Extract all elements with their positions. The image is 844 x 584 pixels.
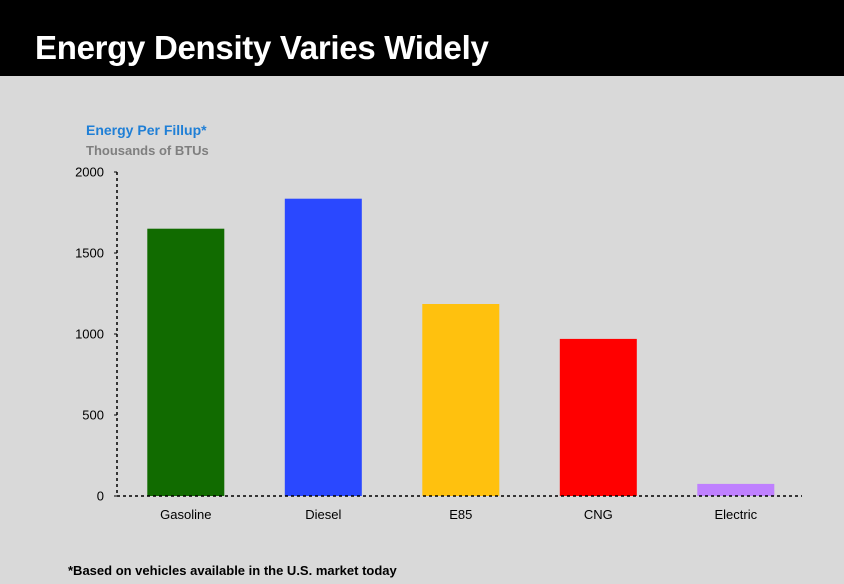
bar-e85 (422, 304, 500, 496)
bar-cng (559, 338, 637, 496)
bar-gasoline (147, 228, 225, 496)
bar-diesel (284, 198, 362, 496)
x-tick-label: Gasoline (160, 507, 211, 522)
title-bar: Energy Density Varies Widely (0, 0, 844, 76)
chart-subtitle: Thousands of BTUs (86, 143, 209, 158)
chart-title: Energy Per Fillup* (86, 122, 207, 138)
x-tick-label: Diesel (305, 507, 341, 522)
bar-electric (697, 483, 775, 496)
footnote: *Based on vehicles available in the U.S.… (68, 563, 397, 578)
y-tick-label: 500 (82, 408, 104, 423)
slide-title: Energy Density Varies Widely (35, 29, 489, 66)
x-tick-label: E85 (449, 507, 472, 522)
y-tick-label: 1500 (75, 246, 104, 261)
y-tick-label: 1000 (75, 327, 104, 342)
y-tick-label: 2000 (75, 165, 104, 180)
x-tick-label: CNG (584, 507, 613, 522)
x-tick-label: Electric (714, 507, 757, 522)
y-tick-label: 0 (97, 489, 104, 504)
